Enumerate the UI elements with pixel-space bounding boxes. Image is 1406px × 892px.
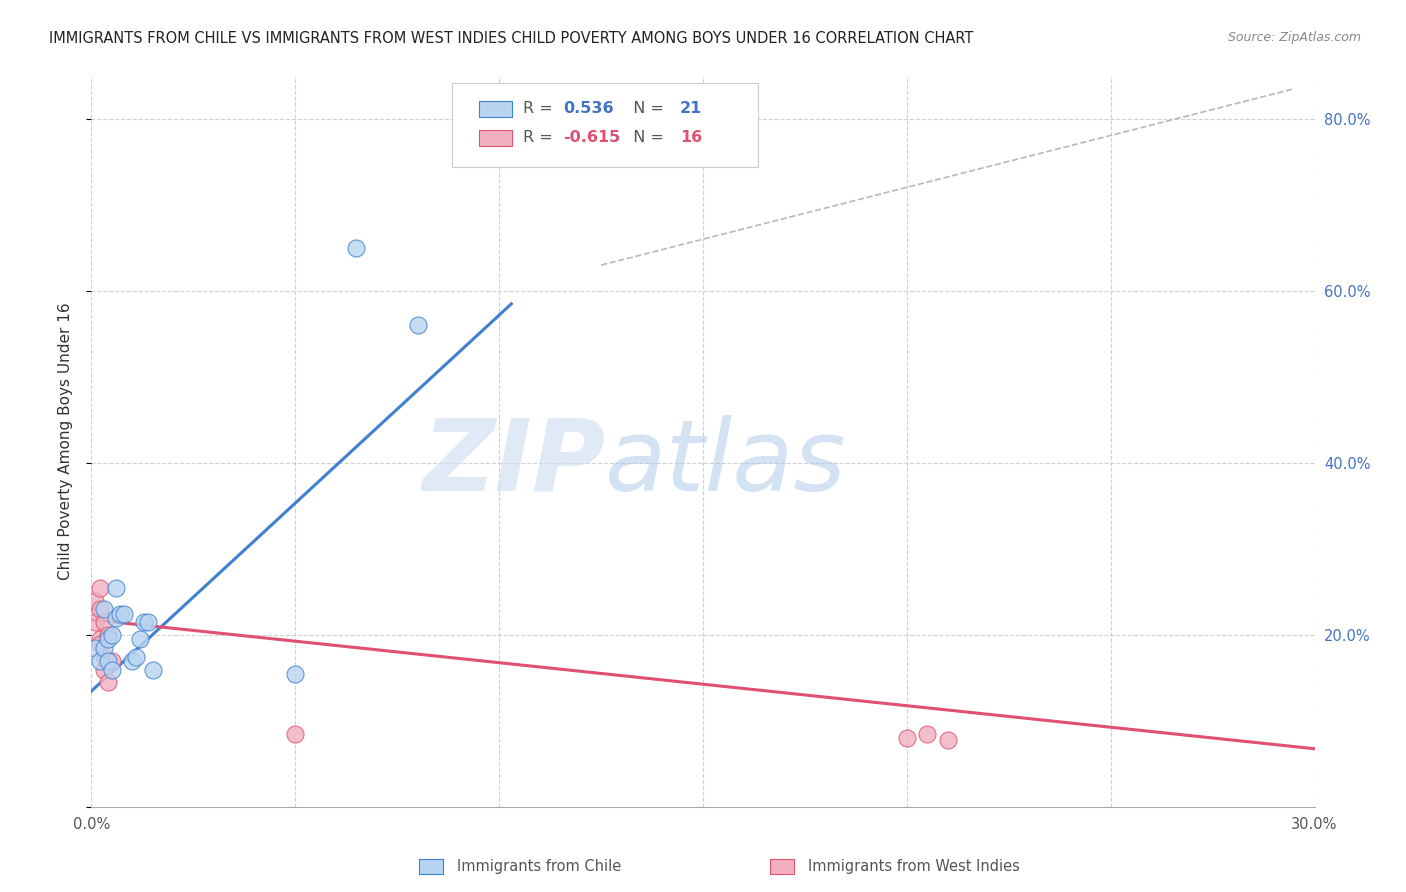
- Point: [129, 632, 152, 647]
- Point: [141, 663, 163, 677]
- Text: 16: 16: [679, 130, 702, 145]
- Text: N =: N =: [623, 101, 669, 116]
- Point: [93, 649, 115, 664]
- Point: [134, 615, 156, 630]
- Point: [112, 607, 135, 621]
- FancyBboxPatch shape: [479, 101, 512, 117]
- Point: [346, 241, 368, 255]
- Point: [89, 637, 111, 651]
- FancyBboxPatch shape: [453, 83, 758, 168]
- Point: [84, 615, 107, 630]
- Point: [101, 628, 124, 642]
- Text: N =: N =: [623, 130, 669, 145]
- Point: [93, 641, 115, 656]
- Point: [896, 731, 918, 746]
- Point: [101, 654, 124, 668]
- Y-axis label: Child Poverty Among Boys Under 16: Child Poverty Among Boys Under 16: [58, 302, 73, 581]
- Text: Immigrants from West Indies: Immigrants from West Indies: [808, 859, 1021, 873]
- Point: [97, 654, 120, 668]
- Text: R =: R =: [523, 101, 558, 116]
- Point: [104, 581, 127, 595]
- Point: [125, 649, 148, 664]
- Point: [108, 607, 131, 621]
- Point: [97, 632, 120, 647]
- Text: ZIP: ZIP: [422, 415, 605, 512]
- Text: 0.536: 0.536: [564, 101, 614, 116]
- Point: [89, 632, 111, 647]
- Point: [917, 727, 939, 741]
- Text: -0.615: -0.615: [564, 130, 621, 145]
- Point: [89, 602, 111, 616]
- Point: [936, 733, 959, 747]
- Point: [89, 581, 111, 595]
- Point: [138, 615, 160, 630]
- Point: [93, 663, 115, 677]
- Point: [121, 654, 143, 668]
- Point: [84, 641, 107, 656]
- FancyBboxPatch shape: [479, 130, 512, 146]
- Point: [97, 628, 120, 642]
- Text: R =: R =: [523, 130, 558, 145]
- Point: [97, 675, 120, 690]
- Point: [93, 615, 115, 630]
- Text: 21: 21: [679, 101, 702, 116]
- Point: [93, 602, 115, 616]
- Text: Source: ZipAtlas.com: Source: ZipAtlas.com: [1227, 31, 1361, 45]
- Point: [284, 727, 307, 741]
- Point: [406, 318, 429, 333]
- Point: [89, 654, 111, 668]
- Text: atlas: atlas: [605, 415, 846, 512]
- Point: [104, 611, 127, 625]
- Point: [101, 663, 124, 677]
- Point: [284, 666, 307, 681]
- Text: IMMIGRANTS FROM CHILE VS IMMIGRANTS FROM WEST INDIES CHILD POVERTY AMONG BOYS UN: IMMIGRANTS FROM CHILE VS IMMIGRANTS FROM…: [49, 31, 973, 46]
- Point: [84, 593, 107, 607]
- Text: Immigrants from Chile: Immigrants from Chile: [457, 859, 621, 873]
